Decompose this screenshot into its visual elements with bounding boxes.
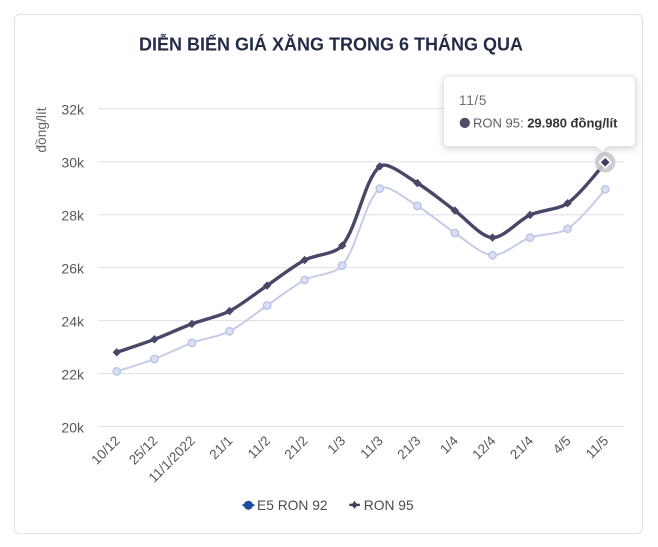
svg-text:30k: 30k (61, 155, 85, 171)
svg-text:đồng/lít: đồng/lít (34, 107, 49, 152)
svg-text:26k: 26k (61, 260, 85, 276)
svg-text:DIỄN BIẾN GIÁ XĂNG TRONG 6 THÁ: DIỄN BIẾN GIÁ XĂNG TRONG 6 THÁNG QUA (139, 34, 523, 55)
svg-text:20k: 20k (61, 419, 85, 435)
svg-text:22k: 22k (61, 366, 85, 382)
svg-text:11/5: 11/5 (459, 93, 487, 108)
svg-text:24k: 24k (61, 313, 85, 329)
svg-text:E5 RON 92: E5 RON 92 (257, 498, 328, 513)
svg-text:28k: 28k (61, 208, 85, 224)
svg-text:32k: 32k (61, 102, 85, 118)
svg-text:RON 95: 29.980 đồng/lít: RON 95: 29.980 đồng/lít (473, 116, 618, 131)
svg-text:RON 95: RON 95 (364, 498, 414, 513)
